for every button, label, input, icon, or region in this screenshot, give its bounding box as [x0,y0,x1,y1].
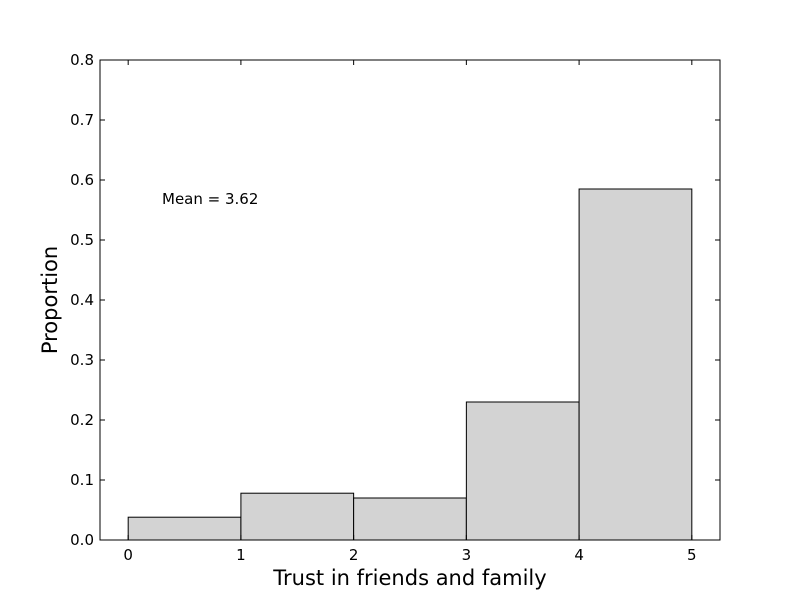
bar-bin-3 [465,401,580,541]
x-tick-label-1: 1 [236,546,246,564]
x-tick-label-3: 3 [462,546,472,564]
y-tick-label-0: 0.0 [70,531,94,549]
y-tick-label-7: 0.7 [70,111,94,129]
bar-bin-1 [240,492,355,541]
bar-bin-0 [127,516,242,541]
y-tick-label-2: 0.2 [70,411,94,429]
bars-group [127,188,693,541]
y-axis-label: Proportion [38,246,62,354]
y-tick-label-5: 0.5 [70,231,94,249]
tick-labels-group: 0 1 2 3 4 5 0.0 0.1 0.2 0.3 0.4 0.5 0.6 0.7 0.8 [70,51,696,564]
x-tick-label-0: 0 [123,546,133,564]
x-tick-label-2: 2 [349,546,359,564]
y-tick-label-3: 0.3 [70,351,94,369]
y-tick-label-8: 0.8 [70,51,94,69]
x-axis-label: Trust in friends and family [272,566,546,590]
bar-bin-2 [353,497,467,541]
x-tick-label-5: 5 [687,546,697,564]
mean-annotation: Mean = 3.62 [162,190,258,208]
bar-bin-4 [578,188,693,541]
y-tick-label-4: 0.4 [70,291,94,309]
x-tick-label-4: 4 [574,546,584,564]
ticks-group [100,59,720,541]
y-tick-label-1: 0.1 [70,471,94,489]
y-tick-label-6: 0.6 [70,171,94,189]
